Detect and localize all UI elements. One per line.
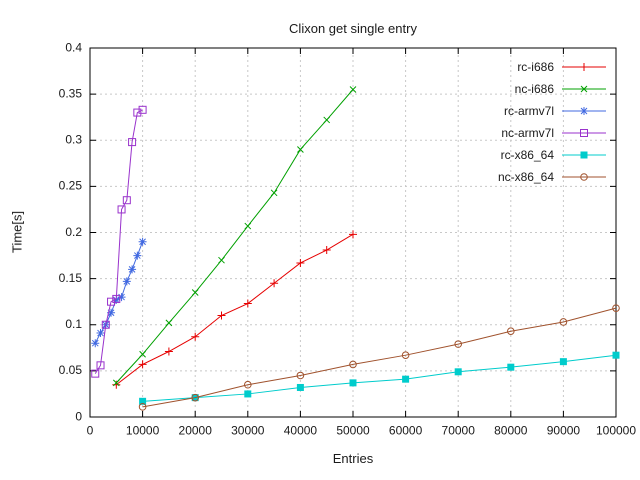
legend-item-rc-armv7l: rc-armv7l xyxy=(498,100,606,122)
legend-sample-plus-icon xyxy=(562,63,606,71)
legend-sample-filled-square-icon xyxy=(562,151,606,159)
legend-sample-open-circle-icon xyxy=(562,173,606,181)
chart-title: Clixon get single entry xyxy=(289,21,417,36)
legend-item-rc-x86_64: rc-x86_64 xyxy=(498,144,606,166)
legend-label: rc-armv7l xyxy=(504,104,554,118)
legend-sample-asterisk-icon xyxy=(562,107,606,115)
legend-label: nc-armv7l xyxy=(501,126,554,140)
x-axis-label: Entries xyxy=(332,451,374,466)
legend-label: rc-x86_64 xyxy=(500,148,554,162)
legend-item-rc-i686: rc-i686 xyxy=(498,56,606,78)
legend-label: nc-i686 xyxy=(514,82,554,96)
legend-item-nc-x86_64: nc-x86_64 xyxy=(498,166,606,188)
legend-sample-cross-icon xyxy=(562,85,606,93)
legend-item-nc-armv7l: nc-armv7l xyxy=(498,122,606,144)
y-axis-label: Time[s] xyxy=(9,210,25,254)
legend-label: rc-i686 xyxy=(517,60,554,74)
chart-legend: rc-i686 nc-i686 rc-armv7l nc-armv7l rc-x86_6… xyxy=(498,56,606,188)
legend-item-nc-i686: nc-i686 xyxy=(498,78,606,100)
legend-label: nc-x86_64 xyxy=(497,170,554,184)
legend-sample-open-square-icon xyxy=(562,129,606,137)
